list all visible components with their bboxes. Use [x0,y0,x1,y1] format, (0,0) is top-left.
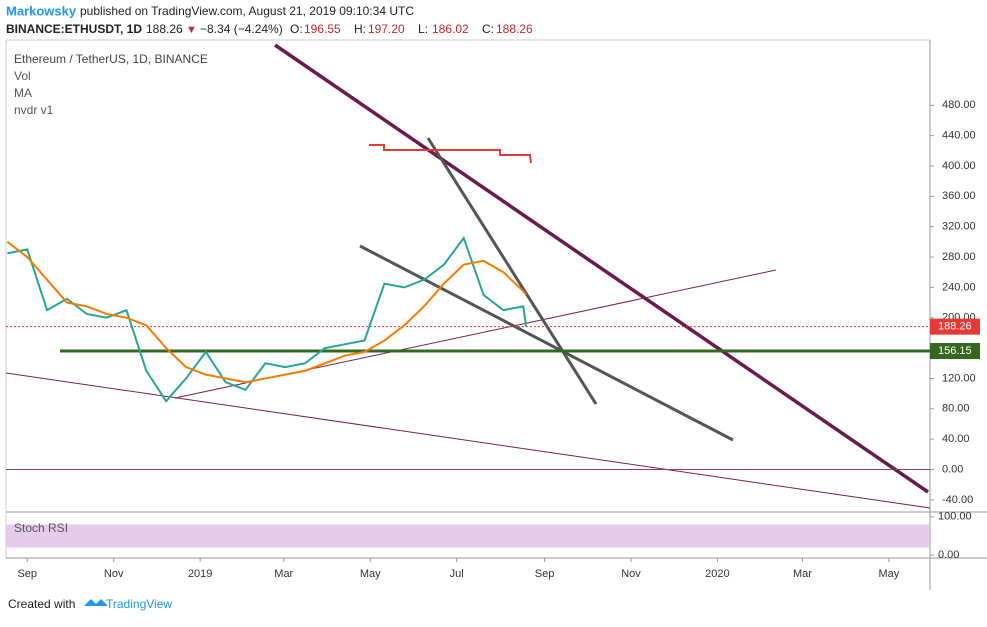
ohlc-value: 197.20 [368,22,405,36]
brand[interactable]: TradingView [106,597,172,611]
y-tick-label: 360.00 [942,190,976,202]
price-tag [930,343,980,360]
indicator: Vol [14,69,31,83]
indicator: nvdr v1 [14,103,54,117]
stoch-tick-label: 100.00 [938,511,972,523]
stoch-band [6,524,930,548]
trendline [359,244,734,442]
y-tick-label: 120.00 [942,372,976,384]
x-tick-label: Nov [104,568,124,580]
y-tick-label: 240.00 [942,281,976,293]
series-line [7,235,528,403]
x-tick-label: Nov [621,568,641,580]
y-tick-label: -40.00 [942,494,973,506]
y-tick-label: 480.00 [942,99,976,111]
indicator: MA [14,86,32,100]
ohlc-label: O: [290,22,303,36]
y-tick-label: 0.00 [942,463,963,475]
price-tag [930,318,980,335]
stoch-title: Stoch RSI [14,521,68,535]
arrow: ▼ [186,24,197,36]
trendline [426,137,598,405]
price-tag-label: 156.15 [938,345,972,357]
x-tick-label: Jul [450,568,464,580]
ohlc-value: 196.55 [304,22,341,36]
ohlc-label: H: [354,22,366,36]
x-tick-label: May [879,568,900,580]
last: 188.26 [146,22,183,36]
footer-text: Created with [8,597,75,611]
resistance [369,144,532,164]
trendline [274,43,929,494]
y-tick-label: 280.00 [942,251,976,263]
x-tick-label: Sep [535,568,555,580]
y-tick-label: 80.00 [942,403,970,415]
y-tick-label: 440.00 [942,130,976,142]
x-tick-label: May [360,568,381,580]
ohlc-value: 186.02 [432,22,469,36]
x-tick-label: Mar [274,568,293,580]
author[interactable]: Markowsky [6,3,77,18]
ohlc-value: 188.26 [496,22,533,36]
chart-frame [5,39,931,559]
symbol: BINANCE:ETHUSDT, 1D [6,22,142,36]
series-line [6,241,527,384]
trendline [5,372,931,509]
x-tick-label: Sep [17,568,37,580]
x-tick-label: 2020 [705,568,729,580]
x-tick-label: 2019 [188,568,212,580]
published: published on TradingView.com, August 21,… [80,4,414,18]
ohlc-label: L: [418,22,428,36]
y-tick-label: 400.00 [942,160,976,172]
logo [84,599,108,606]
x-tick-label: Mar [793,568,812,580]
stoch-tick-label: 0.00 [938,549,959,561]
ohlc-label: C: [482,22,494,36]
price-tag-label: 188.26 [938,321,972,333]
y-tick-label: 320.00 [942,221,976,233]
change: −8.34 (−4.24%) [200,22,283,36]
chart-title: Ethereum / TetherUS, 1D, BINANCE [14,52,208,66]
y-tick-label: 40.00 [942,433,970,445]
